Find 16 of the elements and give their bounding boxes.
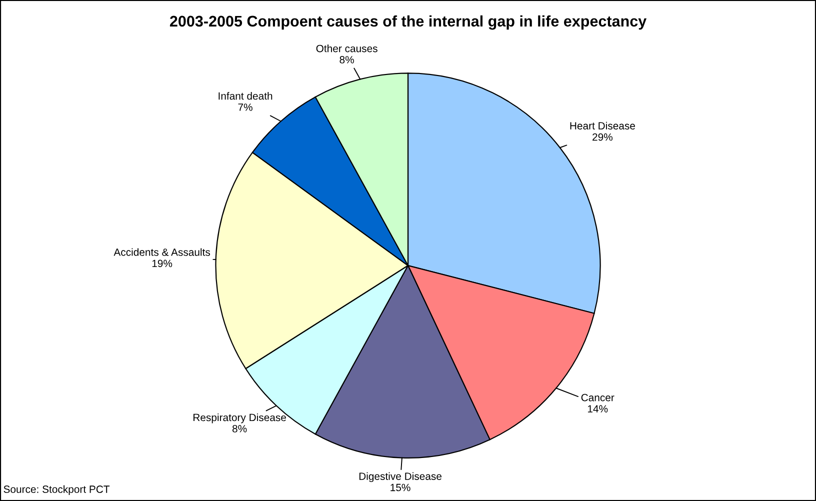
data-label: 8% [232, 425, 247, 432]
data-label: 29% [592, 133, 612, 141]
slice-label: Accidents & Assaults [114, 248, 210, 256]
slice-label: Other causes [316, 44, 378, 52]
slice-label: Cancer [581, 394, 614, 402]
data-label: 7% [238, 104, 252, 111]
slice-label: Digestive Disease [359, 472, 442, 482]
data-label: 8% [340, 56, 354, 64]
slice-label: Respiratory Disease [194, 414, 286, 424]
data-label: 19% [152, 260, 172, 268]
slice-label: Infant death [218, 92, 272, 100]
data-label: 14% [588, 405, 608, 412]
source-note: Source: Stockport PCT [4, 485, 110, 495]
slice-label: Heart Disease [570, 122, 635, 130]
data-label: 15% [390, 484, 410, 492]
chart-title: 2003-2005 Compoent causes of the internal gap in life expectancy [170, 15, 647, 30]
